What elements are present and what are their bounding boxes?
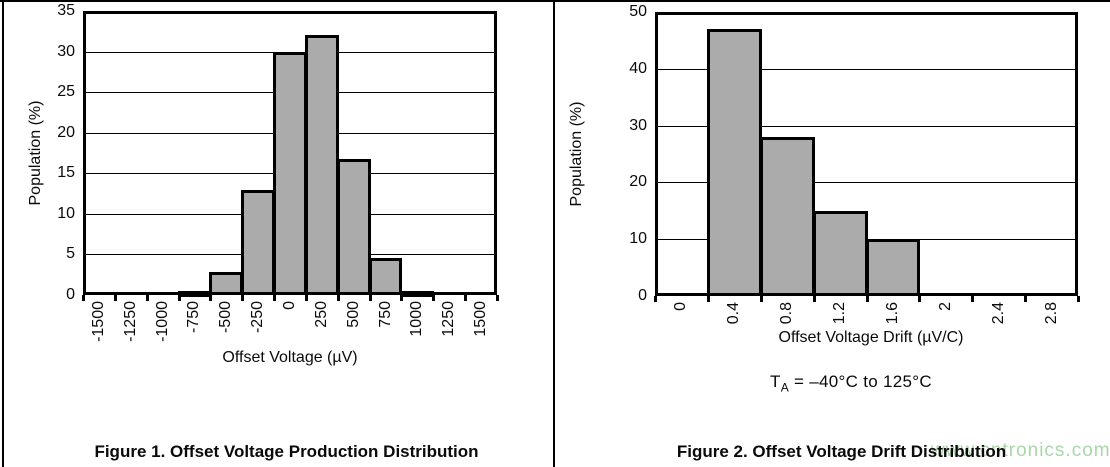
bar bbox=[305, 35, 339, 295]
x-axis-tick bbox=[273, 295, 276, 301]
y-tick-label: 25 bbox=[57, 83, 75, 100]
y-tick-label: 0 bbox=[66, 286, 75, 303]
y-tick-label: 40 bbox=[629, 60, 647, 77]
x-tick-label: -250 bbox=[249, 301, 266, 334]
x-tick-label: 0 bbox=[672, 302, 689, 311]
gridline bbox=[657, 182, 1076, 183]
x-tick-label: -1250 bbox=[122, 301, 139, 342]
x-tick-label: -1000 bbox=[154, 301, 171, 342]
x-tick-label: 2.8 bbox=[1043, 302, 1060, 325]
x-axis-tick bbox=[337, 295, 340, 301]
figure-1-panel: Population (%) Offset Voltage (µV) Figur… bbox=[0, 0, 553, 467]
x-tick-label: 250 bbox=[313, 301, 330, 328]
x-axis-tick bbox=[400, 295, 403, 301]
y-tick-label: 20 bbox=[57, 124, 75, 141]
y-tick-label: 50 bbox=[629, 3, 647, 20]
x-tick-label: 1.6 bbox=[884, 302, 901, 325]
panel-divider-line bbox=[553, 0, 555, 467]
note-subscript: A bbox=[780, 380, 789, 395]
x-axis-tick bbox=[760, 296, 763, 302]
bar bbox=[400, 291, 434, 297]
bar bbox=[178, 291, 211, 297]
y-tick-label: 10 bbox=[57, 205, 75, 222]
bar bbox=[813, 211, 868, 296]
y-tick-label: 5 bbox=[66, 245, 75, 262]
x-axis-tick bbox=[813, 296, 816, 302]
x-tick-label: -750 bbox=[185, 301, 202, 334]
note-text: = –40°C to 125°C bbox=[789, 372, 932, 391]
x-axis-tick bbox=[209, 295, 212, 301]
bar bbox=[369, 258, 402, 295]
bar bbox=[337, 159, 371, 295]
figure-2-panel: Population (%) Offset Voltage Drift (µV/… bbox=[555, 0, 1108, 467]
x-axis-tick bbox=[496, 295, 499, 301]
x-axis-tick bbox=[82, 295, 85, 301]
x-tick-label: 1500 bbox=[472, 301, 489, 337]
x-tick-label: 0.8 bbox=[778, 302, 795, 325]
x-tick-label: 2.4 bbox=[990, 302, 1007, 325]
gridline bbox=[657, 69, 1076, 70]
x-tick-label: 2 bbox=[937, 302, 954, 311]
bar bbox=[707, 29, 762, 296]
x-axis-tick bbox=[369, 295, 372, 301]
x-axis-tick bbox=[464, 295, 467, 301]
bar bbox=[273, 52, 307, 295]
x-axis-tick bbox=[146, 295, 149, 301]
figure-1-y-axis-title: Population (%) bbox=[27, 100, 44, 206]
x-axis-tick bbox=[866, 296, 869, 302]
y-tick-label: 15 bbox=[57, 164, 75, 181]
figure-2-caption: Figure 2. Offset Voltage Drift Distribut… bbox=[676, 442, 1007, 461]
gridline bbox=[657, 126, 1076, 127]
bar bbox=[866, 239, 920, 296]
bar bbox=[241, 190, 275, 295]
y-tick-label: 10 bbox=[629, 230, 647, 247]
y-tick-label: 30 bbox=[57, 43, 75, 60]
x-tick-label: 750 bbox=[377, 301, 394, 328]
x-axis-tick bbox=[241, 295, 244, 301]
x-tick-label: -1500 bbox=[90, 301, 107, 342]
left-border-line bbox=[2, 0, 4, 467]
x-tick-label: 1000 bbox=[408, 301, 425, 337]
x-axis-tick bbox=[971, 296, 974, 302]
bar bbox=[760, 137, 815, 296]
y-tick-label: 20 bbox=[629, 173, 647, 190]
x-axis-tick bbox=[1077, 296, 1080, 302]
top-border-line bbox=[0, 0, 1110, 2]
bar bbox=[209, 272, 243, 295]
x-axis-tick bbox=[432, 295, 435, 301]
x-tick-label: 0.4 bbox=[725, 302, 742, 325]
x-axis-tick bbox=[305, 295, 308, 301]
x-tick-label: 1.2 bbox=[831, 302, 848, 325]
y-tick-label: 30 bbox=[629, 117, 647, 134]
y-tick-label: 0 bbox=[638, 287, 647, 304]
x-axis-tick bbox=[654, 296, 657, 302]
figure-2-condition-note: TA = –40°C to 125°C bbox=[701, 372, 1001, 394]
watermark: www.cntronics.com bbox=[931, 440, 1110, 461]
figure-2-x-axis-title: Offset Voltage Drift (µV/C) bbox=[778, 329, 964, 346]
x-tick-label: 500 bbox=[345, 301, 362, 328]
figure-2-y-axis-title: Population (%) bbox=[568, 101, 585, 207]
x-tick-label: 0 bbox=[281, 301, 298, 310]
x-tick-label: -500 bbox=[217, 301, 234, 334]
x-axis-tick bbox=[918, 296, 921, 302]
figure-1-caption: Figure 1. Offset Voltage Production Dist… bbox=[94, 442, 479, 461]
x-axis-tick bbox=[114, 295, 117, 301]
x-axis-tick bbox=[178, 295, 181, 301]
figure-1-x-axis-title: Offset Voltage (µV) bbox=[222, 349, 358, 366]
y-tick-label: 35 bbox=[57, 2, 75, 19]
x-axis-tick bbox=[1024, 296, 1027, 302]
x-axis-tick bbox=[707, 296, 710, 302]
note-symbol: T bbox=[770, 372, 781, 391]
x-tick-label: 1250 bbox=[440, 301, 457, 337]
